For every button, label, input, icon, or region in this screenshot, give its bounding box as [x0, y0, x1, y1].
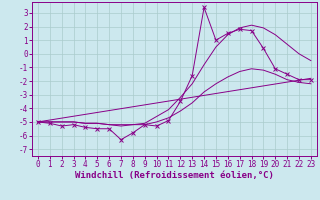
X-axis label: Windchill (Refroidissement éolien,°C): Windchill (Refroidissement éolien,°C) [75, 171, 274, 180]
